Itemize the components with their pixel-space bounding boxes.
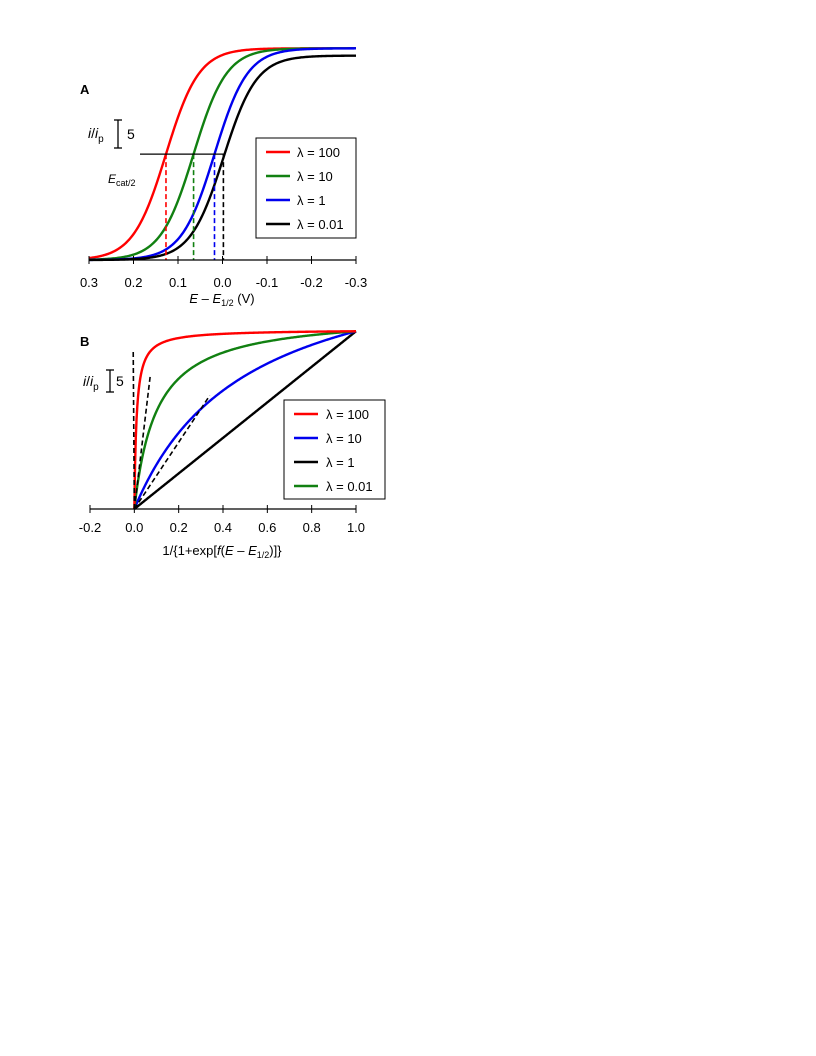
panel-a-scale-value: 5 bbox=[127, 126, 135, 142]
panel-b-x-axis: -0.2 0.0 0.2 0.4 0.6 0.8 1.0 bbox=[79, 505, 365, 535]
panel-b-series-line-0 bbox=[133, 330, 357, 510]
panel-b-legend-label: λ = 100 bbox=[326, 407, 369, 422]
panel-b-x-tick-label: 1.0 bbox=[347, 520, 365, 535]
panel-a-legend-label: λ = 100 bbox=[297, 145, 340, 160]
panel-a-legend-box bbox=[255, 137, 357, 239]
panel-b-legend-label: λ = 10 bbox=[326, 431, 362, 446]
panel-b-series-line-3 bbox=[133, 330, 357, 510]
panel-b-tangent-1 bbox=[133, 375, 152, 510]
panel-b-legend-label: λ = 1 bbox=[326, 455, 355, 470]
panel-a-x-tick-label: -0.1 bbox=[256, 275, 278, 290]
panel-b-x-tick-label: 0.6 bbox=[258, 520, 276, 535]
panel-b-x-tick-label: 0.4 bbox=[214, 520, 232, 535]
panel-a-legend-label: λ = 0.01 bbox=[297, 217, 344, 232]
panel-b-tangent-0 bbox=[132, 351, 136, 510]
panel-b-x-axis-title: 1/{1+exp[f(E – E1/2)]} bbox=[162, 543, 282, 560]
panel-a: A Ecat/2 0.3 0.2 0.1 0.0 -0.1 -0.2 -0.3 E – E1… bbox=[80, 47, 367, 308]
panel-b-y-label: i/ip bbox=[83, 373, 99, 393]
panel-a-x-tick-label: -0.2 bbox=[300, 275, 322, 290]
panel-a-ecat-dashes bbox=[165, 154, 225, 260]
panel-a-x-tick-label: 0.2 bbox=[124, 275, 142, 290]
panel-a-legend-label: λ = 1 bbox=[297, 193, 326, 208]
panel-a-legend-label: λ = 10 bbox=[297, 169, 333, 184]
panel-b-series-line-1 bbox=[133, 330, 357, 510]
panel-a-x-axis: 0.3 0.2 0.1 0.0 -0.1 -0.2 -0.3 bbox=[80, 256, 367, 290]
panel-b-x-tick-label: 0.0 bbox=[125, 520, 143, 535]
panel-b-tangent-2 bbox=[133, 395, 211, 510]
panel-b: B -0.2 0.0 0.2 0.4 0.6 0.8 1.0 1/{1+exp[f(E – … bbox=[79, 330, 386, 560]
panel-b-x-tick-label: 0.8 bbox=[303, 520, 321, 535]
panel-b-series-line-2 bbox=[133, 330, 357, 510]
panel-b-tangent-lines bbox=[132, 351, 211, 510]
panel-b-curves bbox=[133, 330, 357, 510]
panel-a-x-tick-label: 0.0 bbox=[213, 275, 231, 290]
panel-b-x-tick-label: 0.2 bbox=[170, 520, 188, 535]
panel-a-x-tick-label: 0.3 bbox=[80, 275, 98, 290]
panel-a-y-scale-bar: i/ip 5 bbox=[88, 119, 135, 149]
panel-a-y-label: i/ip bbox=[88, 125, 104, 145]
panel-b-legend-box bbox=[283, 399, 386, 500]
panel-a-legend: λ = 100 λ = 10 λ = 1 λ = 0.01 bbox=[255, 137, 357, 239]
ecat-label: Ecat/2 bbox=[108, 172, 136, 188]
panel-a-letter: A bbox=[80, 82, 90, 97]
panel-b-scale-value: 5 bbox=[116, 373, 124, 389]
panel-a-x-tick-label: 0.1 bbox=[169, 275, 187, 290]
panel-b-x-tick-label: -0.2 bbox=[79, 520, 101, 535]
panel-a-x-axis-title: E – E1/2 (V) bbox=[189, 291, 254, 308]
panel-b-legend-label: λ = 0.01 bbox=[326, 479, 373, 494]
panel-b-legend: λ = 100 λ = 10 λ = 1 λ = 0.01 bbox=[283, 399, 386, 500]
panel-b-letter: B bbox=[80, 334, 89, 349]
panel-a-x-tick-label: -0.3 bbox=[345, 275, 367, 290]
panel-b-y-scale-bar: i/ip 5 bbox=[83, 369, 124, 393]
